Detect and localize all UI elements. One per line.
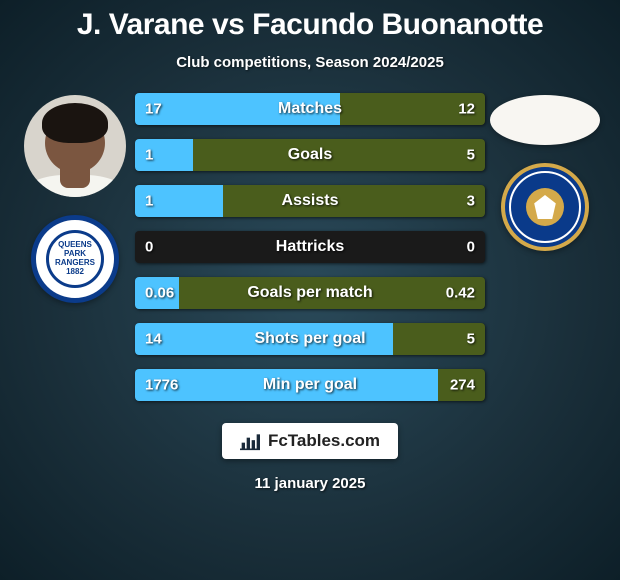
player-right-avatar-placeholder bbox=[490, 95, 600, 145]
stat-label: Hattricks bbox=[276, 238, 344, 256]
qpr-crest-text: QUEENS PARK RANGERS 1882 bbox=[49, 241, 101, 276]
fox-icon bbox=[533, 195, 557, 219]
vs-text: vs bbox=[212, 8, 244, 41]
right-column bbox=[485, 93, 605, 251]
stat-value-left: 0 bbox=[145, 239, 153, 256]
stat-value-right: 12 bbox=[458, 101, 475, 118]
stat-label: Matches bbox=[278, 100, 342, 118]
bar-right bbox=[223, 185, 486, 217]
stat-value-left: 0.06 bbox=[145, 285, 174, 302]
stat-label: Goals per match bbox=[247, 284, 372, 302]
stat-label: Shots per goal bbox=[254, 330, 365, 348]
qpr-crest-icon: QUEENS PARK RANGERS 1882 bbox=[31, 215, 119, 303]
stat-value-left: 1 bbox=[145, 193, 153, 210]
content-row: QUEENS PARK RANGERS 1882 Matches 17 12 Goal… bbox=[0, 93, 620, 401]
stat-value-right: 5 bbox=[467, 147, 475, 164]
bar-chart-icon bbox=[240, 431, 260, 451]
stat-value-left: 1 bbox=[145, 147, 153, 164]
player-right-name: Facundo Buonanotte bbox=[252, 8, 543, 41]
stat-value-left: 17 bbox=[145, 101, 162, 118]
stat-value-left: 14 bbox=[145, 331, 162, 348]
stat-value-right: 274 bbox=[450, 377, 475, 394]
player-left-avatar bbox=[24, 95, 126, 197]
stat-row: Matches 17 12 bbox=[135, 93, 485, 125]
stat-value-left: 1776 bbox=[145, 377, 178, 394]
stat-value-right: 0 bbox=[467, 239, 475, 256]
subtitle: Club competitions, Season 2024/2025 bbox=[176, 54, 444, 71]
stat-label: Assists bbox=[282, 192, 339, 210]
stat-label: Min per goal bbox=[263, 376, 357, 394]
left-column: QUEENS PARK RANGERS 1882 bbox=[15, 93, 135, 303]
avatar-illustration bbox=[24, 95, 126, 197]
stat-row: Hattricks 0 0 bbox=[135, 231, 485, 263]
stats-panel: Matches 17 12 Goals 1 5 Assists 1 3 Hattricks 0 0 Go… bbox=[135, 93, 485, 401]
footer-date: 11 january 2025 bbox=[255, 475, 366, 492]
stat-row: Goals 1 5 bbox=[135, 139, 485, 171]
container: J. Varane vs Facundo Buonanotte Club com… bbox=[0, 0, 620, 580]
stat-row: Shots per goal 14 5 bbox=[135, 323, 485, 355]
stat-value-right: 5 bbox=[467, 331, 475, 348]
stat-value-right: 0.42 bbox=[446, 285, 475, 302]
stat-value-right: 3 bbox=[467, 193, 475, 210]
footer-badge[interactable]: FcTables.com bbox=[222, 423, 398, 459]
page-title: J. Varane vs Facundo Buonanotte bbox=[77, 8, 543, 42]
bar-right bbox=[193, 139, 485, 171]
leicester-crest-icon bbox=[501, 163, 589, 251]
stat-label: Goals bbox=[288, 146, 332, 164]
player-left-name: J. Varane bbox=[77, 8, 204, 41]
stat-row: Min per goal 1776 274 bbox=[135, 369, 485, 401]
footer-brand: FcTables.com bbox=[268, 431, 380, 451]
bar-left bbox=[135, 139, 193, 171]
stat-row: Goals per match 0.06 0.42 bbox=[135, 277, 485, 309]
stat-row: Assists 1 3 bbox=[135, 185, 485, 217]
